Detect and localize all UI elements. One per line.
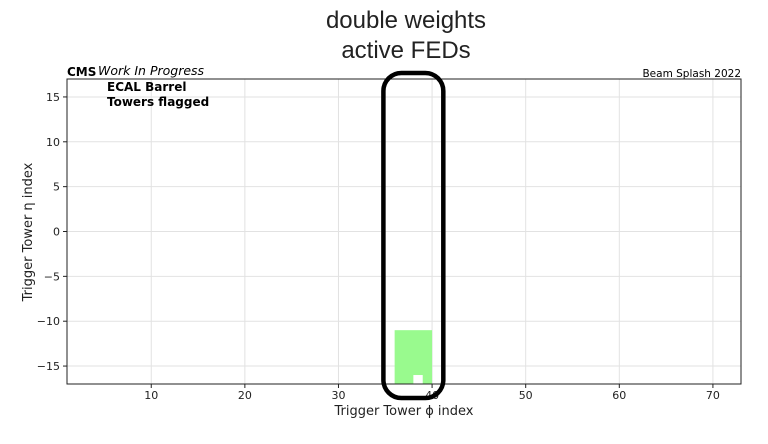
flagged-cells: [394, 330, 433, 384]
y-axis-label: Trigger Tower η index: [21, 162, 36, 302]
x-axis-ticks: 10 20 30 40 50 60 70: [144, 384, 720, 402]
y-axis-ticks: 15 10 5 0 −5 −10 −15: [37, 91, 67, 373]
y-tick-label: 0: [53, 226, 60, 239]
x-tick-label: 20: [238, 389, 252, 402]
inset-line-2: Towers flagged: [107, 95, 209, 109]
y-tick-label: −15: [37, 360, 60, 373]
x-tick-label: 70: [706, 389, 720, 402]
x-tick-label: 10: [144, 389, 158, 402]
cms-label: CMS: [67, 65, 96, 79]
unflagged-tower-cell: [413, 375, 423, 384]
y-tick-label: 5: [53, 181, 60, 194]
y-tick-label: 15: [46, 91, 60, 104]
x-tick-label: 50: [519, 389, 533, 402]
status-label: Work In Progress: [98, 63, 205, 78]
x-axis-label: Trigger Tower ϕ index: [333, 404, 473, 419]
y-tick-label: −10: [37, 315, 60, 328]
annotation-line-1: double weights: [325, 7, 487, 34]
inset-line-1: ECAL Barrel: [107, 80, 186, 94]
grid: [67, 79, 741, 384]
flagged-tower-block: [394, 330, 433, 384]
x-tick-label: 30: [331, 389, 345, 402]
y-tick-label: −5: [44, 270, 60, 283]
x-tick-label: 60: [612, 389, 626, 402]
annotation-line-2: active FEDs: [341, 37, 471, 64]
highlight-capsule: [381, 70, 446, 401]
y-tick-label: 10: [46, 136, 60, 149]
run-label: Beam Splash 2022: [642, 68, 741, 80]
